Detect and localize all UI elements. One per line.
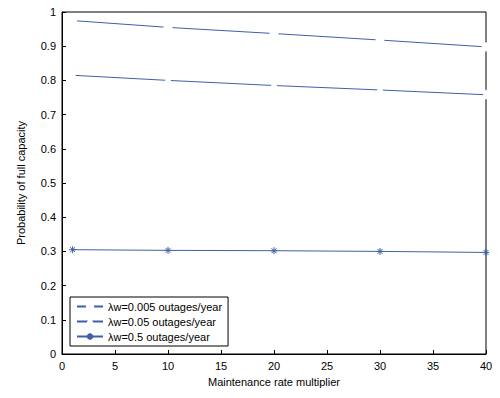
svg-text:15: 15 [215,360,227,372]
svg-text:0.6: 0.6 [41,143,56,155]
svg-text:0.8: 0.8 [41,74,56,86]
svg-text:5: 5 [112,360,118,372]
svg-text:1: 1 [50,6,56,18]
svg-text:0.3: 0.3 [41,245,56,257]
svg-text:0.4: 0.4 [41,211,56,223]
svg-text:0.2: 0.2 [41,280,56,292]
svg-text:Probability of full capacity: Probability of full capacity [15,120,27,245]
svg-text:λw=0.005 outages/year: λw=0.005 outages/year [108,301,222,313]
svg-text:35: 35 [427,360,439,372]
svg-text:Maintenance rate multiplier: Maintenance rate multiplier [208,376,340,388]
svg-text:10: 10 [162,360,174,372]
svg-text:0: 0 [50,348,56,360]
svg-text:25: 25 [321,360,333,372]
svg-text:0.7: 0.7 [41,109,56,121]
svg-text:λw=0.05 outages/year: λw=0.05 outages/year [108,316,216,328]
svg-text:0: 0 [59,360,65,372]
svg-text:0.1: 0.1 [41,314,56,326]
svg-text:20: 20 [268,360,280,372]
svg-text:40: 40 [480,360,492,372]
svg-text:0.9: 0.9 [41,40,56,52]
svg-text:0.5: 0.5 [41,177,56,189]
svg-text:λw=0.5 outages/year: λw=0.5 outages/year [108,331,210,343]
svg-text:30: 30 [374,360,386,372]
